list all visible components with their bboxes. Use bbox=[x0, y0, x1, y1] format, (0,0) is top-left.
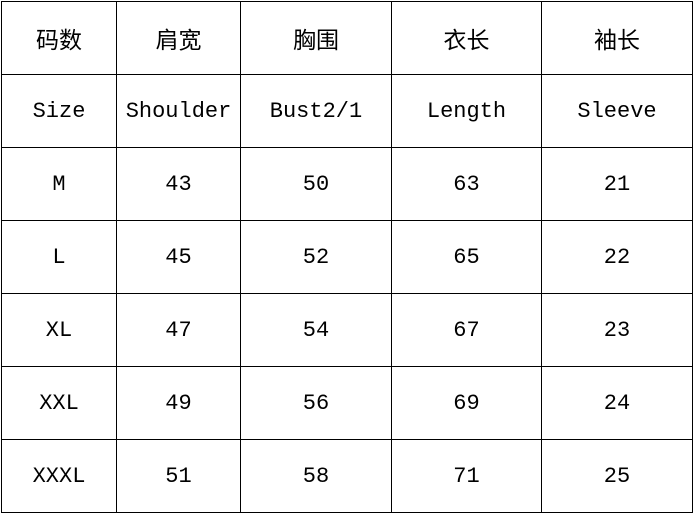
table-cell: 47 bbox=[116, 293, 241, 367]
table-cell: 58 bbox=[240, 439, 392, 513]
table-cell: XXL bbox=[1, 366, 117, 440]
table-cell: 45 bbox=[116, 220, 241, 294]
table-cell: 71 bbox=[391, 439, 542, 513]
table-row: L 45 52 65 22 bbox=[1, 220, 693, 294]
table-cell: 50 bbox=[240, 147, 392, 221]
table-row: M 43 50 63 21 bbox=[1, 147, 693, 221]
table-cell: 56 bbox=[240, 366, 392, 440]
header-cell: Shoulder bbox=[116, 74, 241, 148]
table-cell: 49 bbox=[116, 366, 241, 440]
table-cell: 21 bbox=[541, 147, 693, 221]
table-cell: 23 bbox=[541, 293, 693, 367]
header-cell: 胸围 bbox=[240, 1, 392, 75]
table-row: XL 47 54 67 23 bbox=[1, 293, 693, 367]
table-cell: 67 bbox=[391, 293, 542, 367]
header-cell: 衣长 bbox=[391, 1, 542, 75]
table-row: XXXL 51 58 71 25 bbox=[1, 439, 693, 513]
header-cell: 袖长 bbox=[541, 1, 693, 75]
table-cell: 51 bbox=[116, 439, 241, 513]
table-cell: XXXL bbox=[1, 439, 117, 513]
table-cell: 43 bbox=[116, 147, 241, 221]
header-cell: Bust2/1 bbox=[240, 74, 392, 148]
table-cell: M bbox=[1, 147, 117, 221]
table-row: XXL 49 56 69 24 bbox=[1, 366, 693, 440]
header-cell: Length bbox=[391, 74, 542, 148]
table-cell: 69 bbox=[391, 366, 542, 440]
header-row-chinese: 码数 肩宽 胸围 衣长 袖长 bbox=[1, 1, 693, 75]
table-cell: 54 bbox=[240, 293, 392, 367]
table-cell: XL bbox=[1, 293, 117, 367]
header-row-english: Size Shoulder Bust2/1 Length Sleeve bbox=[1, 74, 693, 148]
header-cell: Size bbox=[1, 74, 117, 148]
table-cell: 52 bbox=[240, 220, 392, 294]
table-cell: 25 bbox=[541, 439, 693, 513]
header-cell: Sleeve bbox=[541, 74, 693, 148]
table-cell: 63 bbox=[391, 147, 542, 221]
header-cell: 码数 bbox=[1, 1, 117, 75]
table-cell: 24 bbox=[541, 366, 693, 440]
header-cell: 肩宽 bbox=[116, 1, 241, 75]
table-cell: 65 bbox=[391, 220, 542, 294]
size-chart-table: 码数 肩宽 胸围 衣长 袖长 Size Shoulder Bust2/1 Len… bbox=[1, 1, 693, 513]
table-cell: 22 bbox=[541, 220, 693, 294]
table-cell: L bbox=[1, 220, 117, 294]
